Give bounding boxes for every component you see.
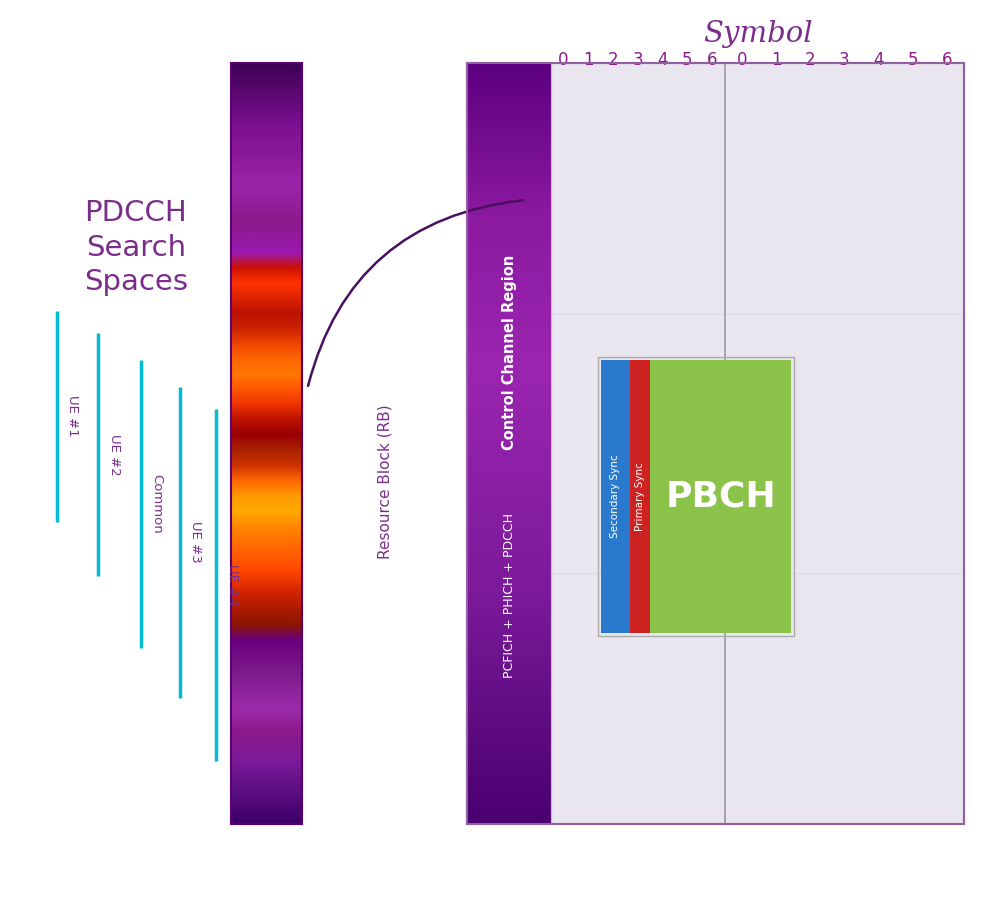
Text: 1: 1 xyxy=(583,51,593,69)
Bar xyxy=(467,63,964,824)
Text: Secondary Sync: Secondary Sync xyxy=(610,454,620,538)
Text: PCFICH + PHICH + PDCCH: PCFICH + PHICH + PDCCH xyxy=(503,513,516,678)
Text: Resource Block (RB): Resource Block (RB) xyxy=(377,404,393,559)
Bar xyxy=(649,360,791,634)
Text: 0: 0 xyxy=(736,51,747,69)
Text: PDCCH
Search
Spaces: PDCCH Search Spaces xyxy=(84,199,188,296)
Text: UE #2: UE #2 xyxy=(107,434,121,475)
Text: UE #3: UE #3 xyxy=(189,521,203,563)
Text: 0: 0 xyxy=(558,51,569,69)
Text: 6: 6 xyxy=(942,51,953,69)
Text: 3: 3 xyxy=(839,51,850,69)
Bar xyxy=(630,360,649,634)
Text: 2: 2 xyxy=(805,51,816,69)
Bar xyxy=(231,63,302,824)
Text: 5: 5 xyxy=(682,51,693,69)
Text: Primary Sync: Primary Sync xyxy=(635,462,645,531)
Text: 2: 2 xyxy=(608,51,618,69)
Bar xyxy=(597,357,794,636)
Text: Symbol: Symbol xyxy=(703,20,813,49)
Bar xyxy=(467,63,964,824)
Text: Common: Common xyxy=(150,474,163,534)
Text: UE #1: UE #1 xyxy=(66,395,80,437)
Bar xyxy=(600,360,630,634)
Text: UE #4: UE #4 xyxy=(225,564,239,606)
Text: PBCH: PBCH xyxy=(665,480,776,514)
Text: 4: 4 xyxy=(874,51,884,69)
Text: 6: 6 xyxy=(707,51,717,69)
Text: 3: 3 xyxy=(633,51,644,69)
Text: 4: 4 xyxy=(657,51,668,69)
Text: 5: 5 xyxy=(907,51,918,69)
Text: 1: 1 xyxy=(770,51,781,69)
Text: Control Channel Region: Control Channel Region xyxy=(502,255,517,450)
FancyArrowPatch shape xyxy=(308,200,523,385)
